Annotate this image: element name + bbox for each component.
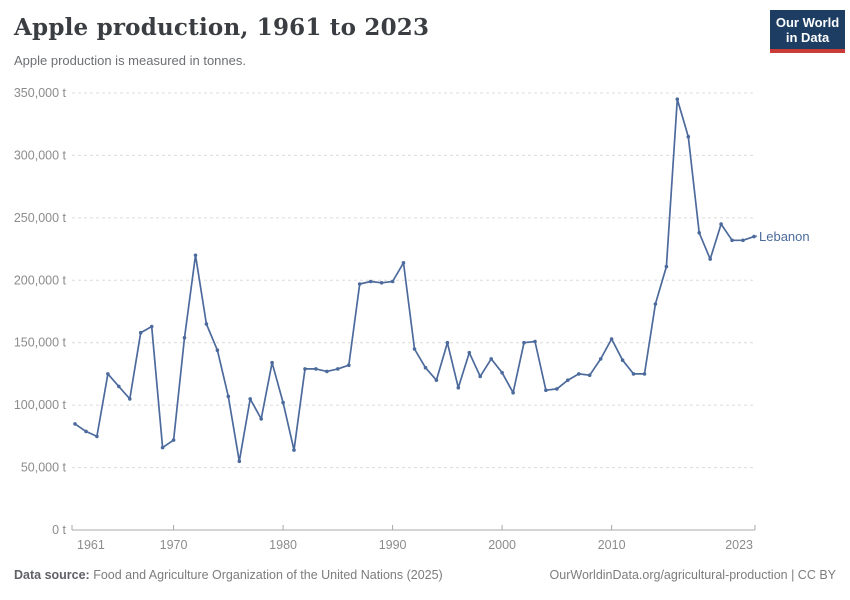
series-label-lebanon: Lebanon (759, 229, 810, 244)
y-axis-tick-label: 250,000 t (14, 211, 67, 225)
data-point (434, 378, 439, 383)
data-point (357, 282, 362, 286)
data-point (609, 337, 614, 341)
data-point (598, 357, 603, 361)
x-axis-tick-label: 2023 (725, 538, 753, 552)
data-point (631, 372, 636, 376)
data-point (248, 397, 252, 401)
owid-logo-red-bar (770, 49, 845, 53)
data-point (204, 322, 209, 326)
data-point (500, 370, 504, 375)
y-axis-tick-label: 50,000 t (21, 461, 67, 475)
owid-logo-line1: Our World (775, 14, 840, 30)
data-point (336, 367, 340, 371)
data-point (489, 357, 494, 361)
owid-url-link[interactable]: OurWorldinData.org/agricultural-producti… (549, 568, 836, 582)
data-point (511, 390, 515, 395)
data-point (675, 97, 680, 101)
data-point (467, 350, 472, 355)
data-point (193, 253, 198, 258)
data-point (215, 348, 220, 353)
data-point (379, 281, 384, 285)
data-point (226, 394, 231, 399)
data-point (401, 261, 406, 265)
y-axis-tick-label: 0 t (52, 523, 66, 537)
data-point (303, 367, 307, 371)
data-point (270, 360, 274, 365)
data-point (106, 372, 110, 376)
data-point (533, 339, 537, 344)
y-axis-tick-label: 350,000 t (14, 86, 67, 100)
data-point (423, 365, 428, 370)
data-point (347, 363, 351, 368)
data-point (368, 279, 373, 284)
data-point (752, 234, 756, 239)
y-axis-tick-label: 150,000 t (14, 336, 67, 350)
chart-subtitle: Apple production is measured in tonnes. (14, 53, 246, 68)
data-point (84, 429, 88, 434)
data-point (128, 397, 132, 401)
x-axis-tick-label: 1980 (269, 538, 297, 552)
label-connector (753, 235, 758, 238)
data-point (259, 417, 264, 421)
y-axis-tick-label: 200,000 t (14, 273, 67, 287)
data-point (182, 335, 187, 340)
chart-footer: Data source: Food and Agriculture Organi… (0, 568, 850, 590)
data-point (620, 358, 625, 363)
data-point (325, 369, 329, 374)
data-point (566, 378, 570, 383)
data-point (292, 448, 296, 452)
x-axis-tick-label: 2010 (598, 538, 626, 552)
data-point (237, 459, 242, 464)
x-axis-tick-label: 1990 (379, 538, 407, 552)
data-point (445, 340, 450, 345)
data-point (138, 330, 143, 335)
data-source-label: Data source: (14, 568, 90, 582)
data-point (314, 367, 318, 371)
data-point (281, 400, 285, 405)
data-point (73, 422, 77, 426)
data-point (456, 385, 461, 390)
data-point (741, 238, 745, 243)
data-point (642, 372, 647, 376)
data-source-text: Data source: Food and Agriculture Organi… (14, 568, 443, 582)
data-point (160, 445, 165, 450)
data-point (708, 257, 712, 261)
data-point (171, 438, 176, 442)
data-point (664, 264, 669, 269)
data-point (719, 222, 723, 226)
x-axis-tick-label: 1970 (160, 538, 188, 552)
data-point (95, 434, 99, 439)
data-point (522, 340, 526, 345)
data-point (730, 238, 734, 243)
data-point (390, 279, 395, 284)
data-point (555, 387, 559, 391)
x-axis-tick-label: 2000 (488, 538, 516, 552)
chart-title: Apple production, 1961 to 2023 (14, 14, 430, 41)
data-point (587, 373, 592, 378)
data-point (412, 347, 417, 351)
y-axis-tick-label: 300,000 t (14, 148, 67, 162)
data-source-value: Food and Agriculture Organization of the… (89, 568, 443, 582)
data-point (544, 388, 548, 393)
owid-logo-line2: in Data (785, 29, 830, 45)
data-point (697, 231, 701, 235)
x-axis-tick-label: 1961 (77, 538, 105, 552)
data-point (686, 134, 691, 139)
y-axis-tick-label: 100,000 t (14, 398, 67, 412)
owid-logo[interactable]: Our World in Data (770, 10, 845, 53)
data-point (117, 384, 121, 389)
data-point (653, 302, 658, 306)
data-point (149, 324, 154, 329)
data-point (577, 372, 581, 376)
data-point (478, 374, 483, 379)
